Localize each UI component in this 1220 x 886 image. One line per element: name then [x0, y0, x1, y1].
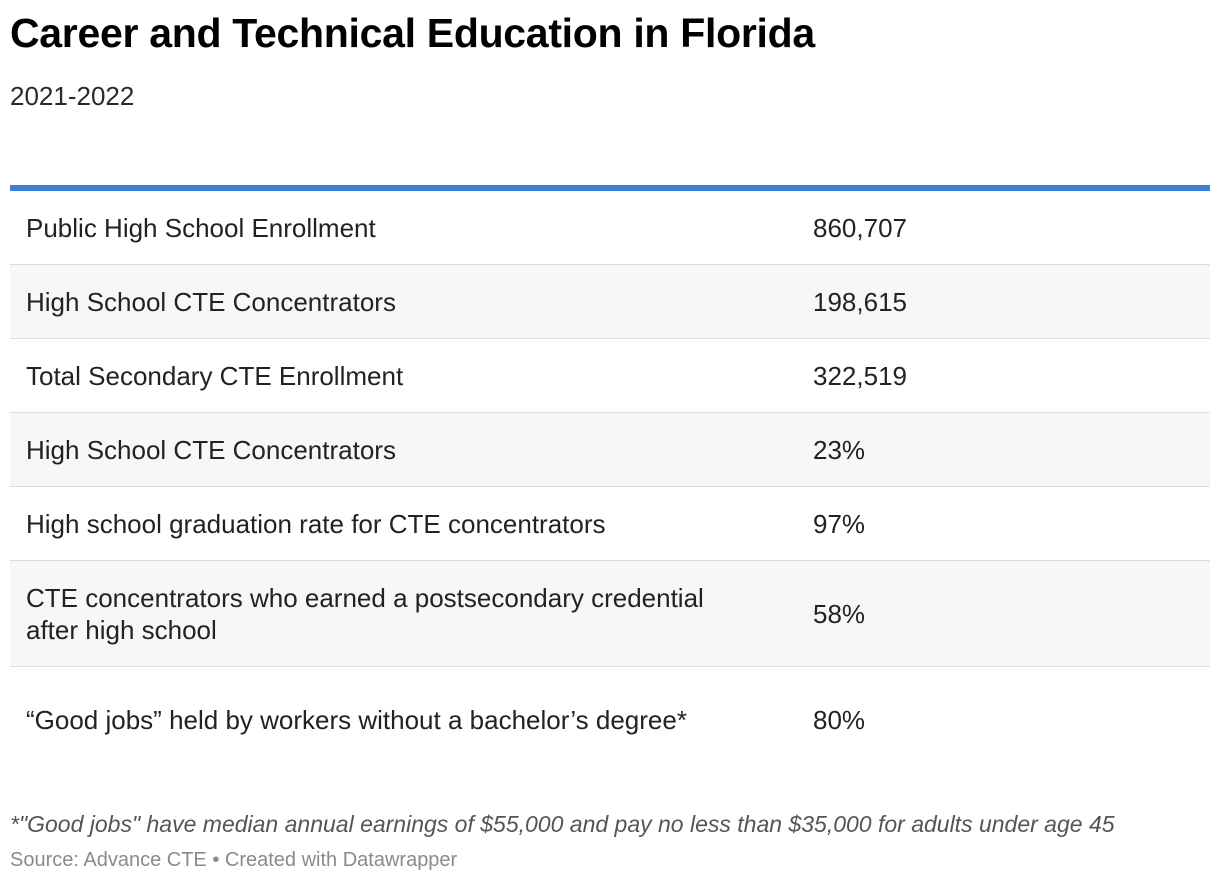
table-top-rule	[10, 185, 1210, 191]
table-row: CTE concentrators who earned a postsecon…	[10, 560, 1210, 667]
row-value: 97%	[813, 508, 866, 539]
table-row: “Good jobs” held by workers without a ba…	[10, 667, 1210, 773]
data-table: Public High School Enrollment 860,707 Hi…	[10, 191, 1210, 772]
table-row: Total Secondary CTE Enrollment 322,519	[10, 339, 1210, 413]
row-value: 23%	[813, 434, 866, 465]
row-value: 58%	[813, 598, 866, 629]
table-row: Public High School Enrollment 860,707	[10, 191, 1210, 265]
chart-subtitle: 2021-2022	[10, 81, 135, 111]
row-label: High School CTE Concentrators	[26, 434, 396, 465]
row-label: Public High School Enrollment	[26, 212, 376, 243]
row-label: Total Secondary CTE Enrollment	[26, 360, 404, 391]
data-table-container: Public High School Enrollment 860,707 Hi…	[10, 185, 1210, 772]
table-row: High School CTE Concentrators 198,615	[10, 264, 1210, 339]
row-value: 860,707	[813, 212, 907, 243]
row-label: “Good jobs” held by workers without a ba…	[26, 704, 687, 735]
chart-footnote: *"Good jobs" have median annual earnings…	[10, 811, 1115, 837]
row-label: CTE concentrators who earned a postsecon…	[26, 582, 704, 645]
row-label: High school graduation rate for CTE conc…	[26, 508, 606, 539]
table-row: High School CTE Concentrators 23%	[10, 412, 1210, 487]
row-value: 322,519	[813, 360, 907, 391]
row-value: 198,615	[813, 286, 907, 317]
row-value: 80%	[813, 704, 866, 735]
chart-source: Source: Advance CTE • Created with Dataw…	[10, 849, 458, 871]
row-label: High School CTE Concentrators	[26, 286, 396, 317]
chart-title: Career and Technical Education in Florid…	[10, 10, 815, 56]
table-row: High school graduation rate for CTE conc…	[10, 487, 1210, 561]
